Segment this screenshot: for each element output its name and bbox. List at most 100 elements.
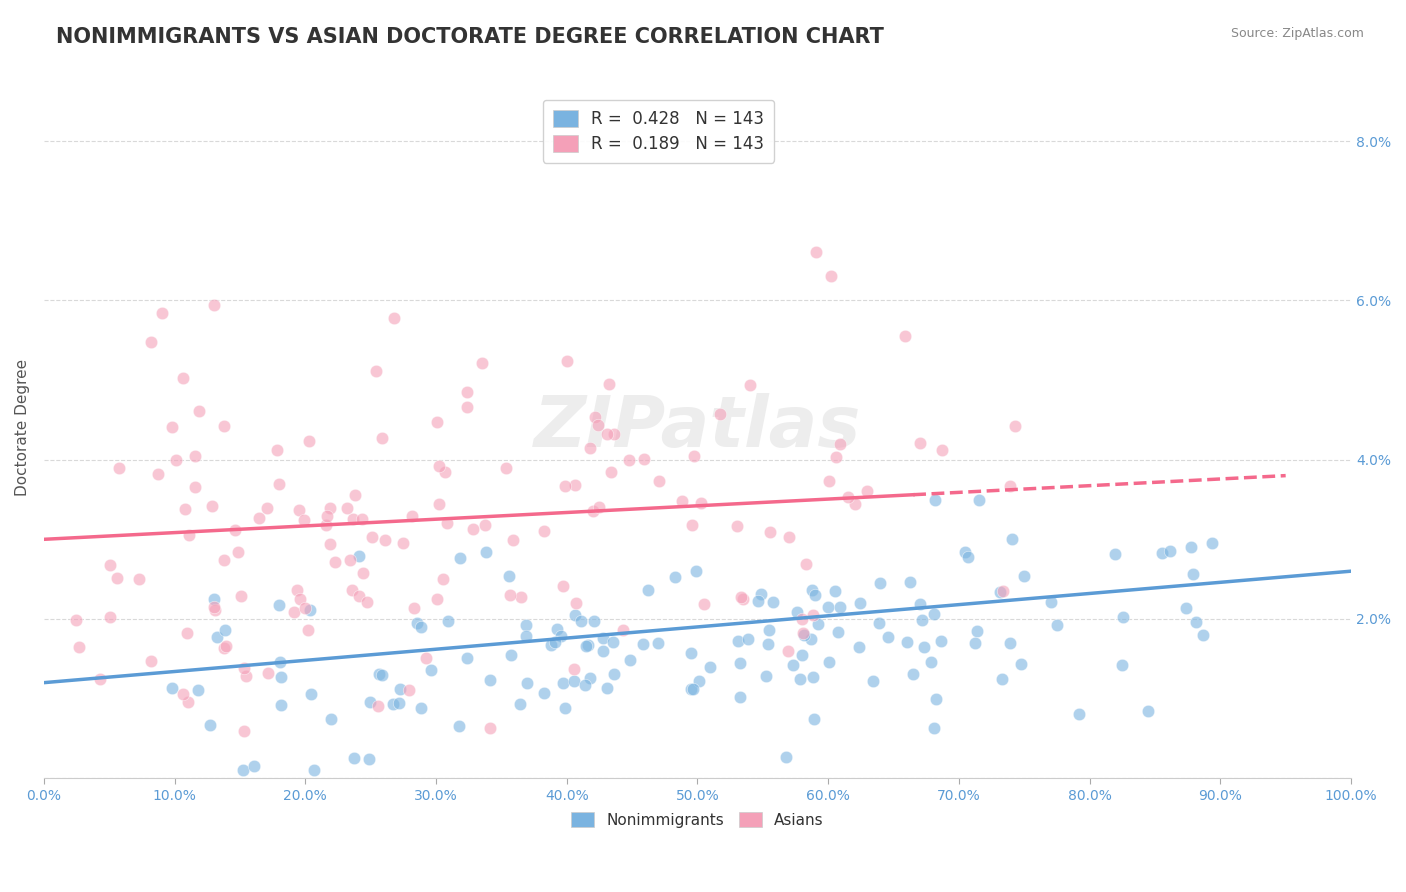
- Point: [579, 441, 602, 455]
- Point: [495, 461, 517, 475]
- Point: [204, 603, 226, 617]
- Point: [349, 589, 371, 603]
- Point: [546, 622, 568, 636]
- Point: [247, 511, 270, 525]
- Point: [426, 415, 449, 429]
- Point: [596, 427, 619, 442]
- Point: [681, 517, 703, 532]
- Point: [922, 721, 945, 735]
- Point: [1181, 567, 1204, 582]
- Point: [792, 625, 814, 640]
- Point: [586, 417, 609, 432]
- Point: [388, 696, 411, 710]
- Point: [776, 644, 799, 658]
- Point: [336, 500, 359, 515]
- Point: [827, 625, 849, 640]
- Point: [931, 633, 953, 648]
- Point: [339, 552, 361, 566]
- Point: [688, 674, 710, 689]
- Point: [737, 632, 759, 647]
- Point: [912, 640, 935, 654]
- Point: [756, 637, 779, 651]
- Point: [554, 701, 576, 715]
- Point: [256, 501, 278, 516]
- Point: [411, 700, 433, 714]
- Point: [804, 245, 827, 260]
- Point: [574, 678, 596, 692]
- Point: [633, 452, 655, 467]
- Point: [319, 500, 342, 515]
- Point: [575, 640, 598, 654]
- Text: ZIPatlas: ZIPatlas: [534, 393, 860, 462]
- Point: [991, 583, 1014, 598]
- Point: [877, 630, 900, 644]
- Point: [176, 625, 198, 640]
- Point: [1040, 595, 1063, 609]
- Point: [146, 467, 169, 482]
- Point: [371, 431, 394, 445]
- Point: [562, 673, 585, 688]
- Point: [509, 697, 531, 711]
- Point: [516, 676, 538, 690]
- Point: [456, 400, 478, 414]
- Point: [762, 595, 785, 609]
- Point: [228, 544, 250, 558]
- Point: [931, 443, 953, 458]
- Point: [998, 636, 1021, 650]
- Point: [896, 634, 918, 648]
- Point: [901, 666, 924, 681]
- Point: [699, 660, 721, 674]
- Point: [342, 583, 364, 598]
- Point: [325, 555, 347, 569]
- Point: [471, 356, 494, 370]
- Point: [848, 640, 870, 655]
- Point: [600, 465, 623, 479]
- Point: [957, 550, 980, 565]
- Point: [89, 672, 111, 686]
- Point: [800, 632, 823, 646]
- Point: [366, 364, 388, 378]
- Point: [215, 640, 238, 654]
- Point: [436, 516, 458, 530]
- Point: [1111, 658, 1133, 673]
- Point: [128, 572, 150, 586]
- Point: [172, 687, 194, 701]
- Point: [502, 533, 524, 548]
- Point: [318, 537, 340, 551]
- Point: [501, 648, 523, 662]
- Point: [172, 371, 194, 385]
- Point: [728, 690, 751, 704]
- Point: [419, 663, 441, 677]
- Point: [350, 512, 373, 526]
- Point: [637, 582, 659, 597]
- Point: [349, 549, 371, 563]
- Point: [681, 646, 703, 660]
- Point: [924, 492, 946, 507]
- Point: [315, 517, 337, 532]
- Point: [533, 524, 555, 538]
- Point: [792, 648, 814, 663]
- Legend: Nonimmigrants, Asians: Nonimmigrants, Asians: [565, 805, 830, 834]
- Point: [402, 601, 425, 615]
- Point: [401, 509, 423, 524]
- Point: [456, 385, 478, 400]
- Point: [270, 670, 292, 684]
- Point: [991, 673, 1014, 687]
- Point: [392, 536, 415, 550]
- Point: [596, 681, 619, 695]
- Point: [292, 513, 315, 527]
- Point: [730, 590, 752, 604]
- Point: [969, 492, 991, 507]
- Text: Source: ZipAtlas.com: Source: ZipAtlas.com: [1230, 27, 1364, 40]
- Point: [789, 672, 811, 686]
- Point: [747, 594, 769, 608]
- Point: [581, 504, 603, 518]
- Point: [647, 474, 669, 488]
- Point: [498, 569, 520, 583]
- Point: [868, 616, 890, 631]
- Point: [682, 681, 704, 696]
- Point: [232, 764, 254, 778]
- Point: [564, 662, 586, 676]
- Point: [671, 493, 693, 508]
- Point: [285, 582, 308, 597]
